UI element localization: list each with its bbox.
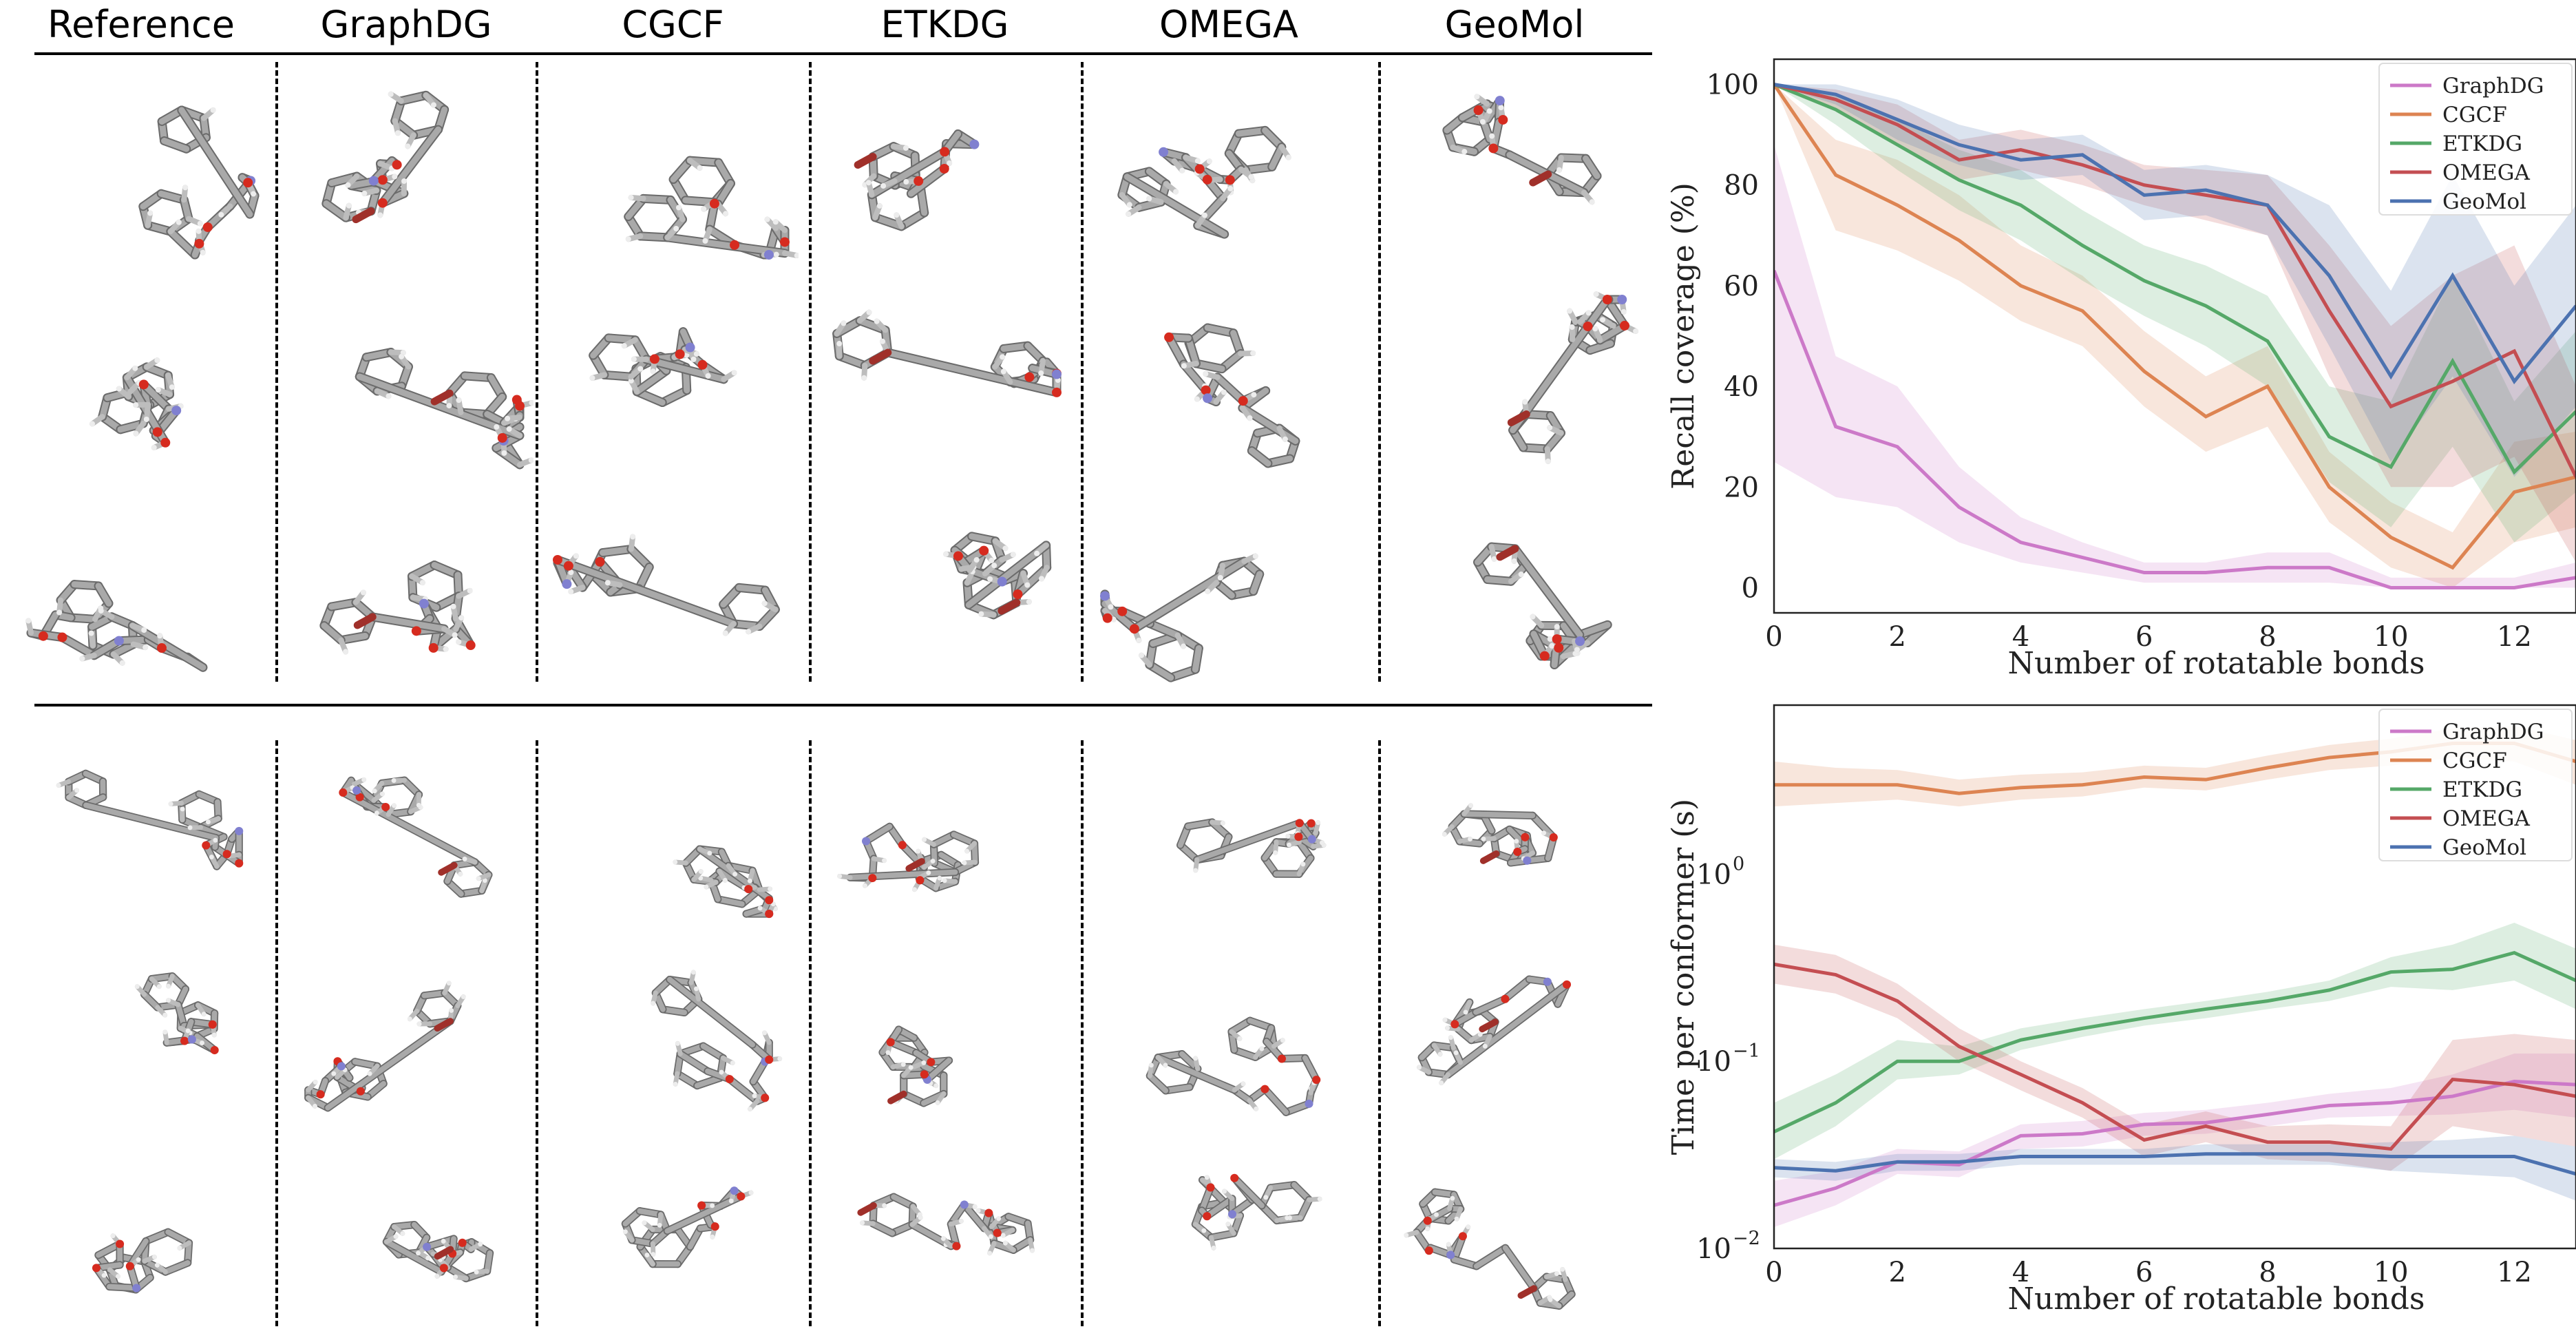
y-tick-label: 10	[1696, 1046, 1731, 1078]
molecule-conformer	[14, 954, 268, 1126]
molecule-conformer	[279, 506, 534, 706]
molecule-conformer	[816, 954, 1070, 1126]
legend-label-omega: OMEGA	[2442, 806, 2531, 831]
molecule-conformer	[544, 751, 799, 923]
column-separator	[536, 62, 538, 682]
molecule-conformer	[14, 506, 268, 706]
legend-label-cgcf: CGCF	[2442, 103, 2507, 127]
molecule-conformer	[14, 289, 268, 489]
molecule-conformer	[1384, 289, 1638, 489]
molecule-conformer	[279, 751, 534, 923]
column-separator	[275, 740, 278, 1326]
y-tick-exponent: 0	[1733, 853, 1744, 875]
x-tick-label: 12	[2497, 621, 2532, 653]
molecule-conformer	[816, 289, 1070, 489]
y-tick-label: 80	[1724, 170, 1759, 202]
x-tick-label: 2	[1889, 1257, 1906, 1288]
header-rule	[34, 52, 1652, 55]
molecule-conformer	[816, 1157, 1070, 1329]
molecule-conformer	[544, 506, 799, 706]
y-tick-label: 40	[1724, 371, 1759, 403]
legend-label-graphdg: GraphDG	[2442, 74, 2544, 98]
legend-label-cgcf: CGCF	[2442, 749, 2507, 773]
molecule-conformer	[1384, 751, 1638, 923]
molecule-conformer	[279, 954, 534, 1126]
molecule-conformer	[544, 954, 799, 1126]
molecule-conformer	[1091, 954, 1346, 1126]
chart-legend: GraphDG CGCF ETKDG OMEGA GeoMol	[2379, 63, 2572, 215]
legend-label-omega: OMEGA	[2442, 160, 2531, 185]
y-tick-label: 20	[1724, 472, 1759, 503]
legend-label-geomol: GeoMol	[2442, 835, 2526, 860]
molecule-conformer	[816, 751, 1070, 923]
molecule-conformer	[816, 65, 1070, 265]
legend-label-etkdg: ETKDG	[2442, 132, 2522, 156]
x-tick-label: 2	[1889, 621, 1906, 653]
molecule-conformer	[279, 289, 534, 489]
molecule-grid: Reference GraphDG CGCF ETKDG OMEGA GeoMo…	[0, 0, 1666, 1326]
molecule-conformer	[544, 1157, 799, 1329]
x-tick-label: 12	[2497, 1257, 2532, 1288]
y-axis-label: Time per conformer (s)	[1666, 799, 1701, 1155]
molecule-conformer	[1384, 1157, 1638, 1329]
legend-label-graphdg: GraphDG	[2442, 720, 2544, 744]
molecule-conformer	[1091, 289, 1346, 489]
x-axis-label: Number of rotatable bonds	[2008, 1281, 2425, 1317]
y-axis-label: Recall coverage (%)	[1666, 182, 1701, 490]
column-separator	[809, 62, 812, 682]
molecule-conformer	[816, 506, 1070, 706]
column-separator	[1378, 740, 1381, 1326]
column-header-omega: OMEGA	[1081, 0, 1377, 50]
molecule-conformer	[1091, 506, 1346, 706]
legend-label-etkdg: ETKDG	[2442, 777, 2522, 802]
x-tick-label: 0	[1765, 621, 1782, 653]
y-tick-label: 60	[1724, 271, 1759, 302]
x-axis-label: Number of rotatable bonds	[2008, 646, 2425, 681]
molecule-conformer	[1384, 506, 1638, 706]
legend-label-geomol: GeoMol	[2442, 189, 2526, 214]
molecule-conformer	[14, 1157, 268, 1329]
column-header-cgcf: CGCF	[537, 0, 809, 50]
molecule-conformer	[544, 65, 799, 265]
column-separator	[1081, 62, 1084, 682]
molecule-conformer	[279, 65, 534, 265]
y-tick-label: 0	[1742, 572, 1759, 604]
y-tick-exponent: −1	[1733, 1040, 1760, 1062]
molecule-conformer	[1384, 954, 1638, 1126]
column-header-geomol: GeoMol	[1377, 0, 1652, 50]
chart-legend: GraphDG CGCF ETKDG OMEGA GeoMol	[2379, 709, 2572, 861]
molecule-conformer	[1091, 65, 1346, 265]
molecule-conformer	[14, 751, 268, 923]
molecule-conformer	[1091, 751, 1346, 923]
y-tick-label: 10	[1696, 1233, 1731, 1265]
x-tick-label: 0	[1765, 1257, 1782, 1288]
column-separator	[275, 62, 278, 682]
y-tick-exponent: −2	[1733, 1228, 1760, 1249]
column-separator	[536, 740, 538, 1326]
y-tick-label: 10	[1696, 859, 1731, 890]
column-separator	[1081, 740, 1084, 1326]
molecule-conformer	[14, 65, 268, 265]
molecule-conformer	[1384, 65, 1638, 265]
column-header-reference: Reference	[14, 0, 268, 50]
molecule-conformer	[544, 289, 799, 489]
column-header-graphdg: GraphDG	[275, 0, 537, 50]
molecule-conformer	[279, 1157, 534, 1329]
column-header-etkdg: ETKDG	[809, 0, 1081, 50]
column-separator	[809, 740, 812, 1326]
column-separator	[1378, 62, 1381, 682]
y-tick-label: 100	[1707, 70, 1759, 101]
molecule-conformer	[1091, 1157, 1346, 1329]
